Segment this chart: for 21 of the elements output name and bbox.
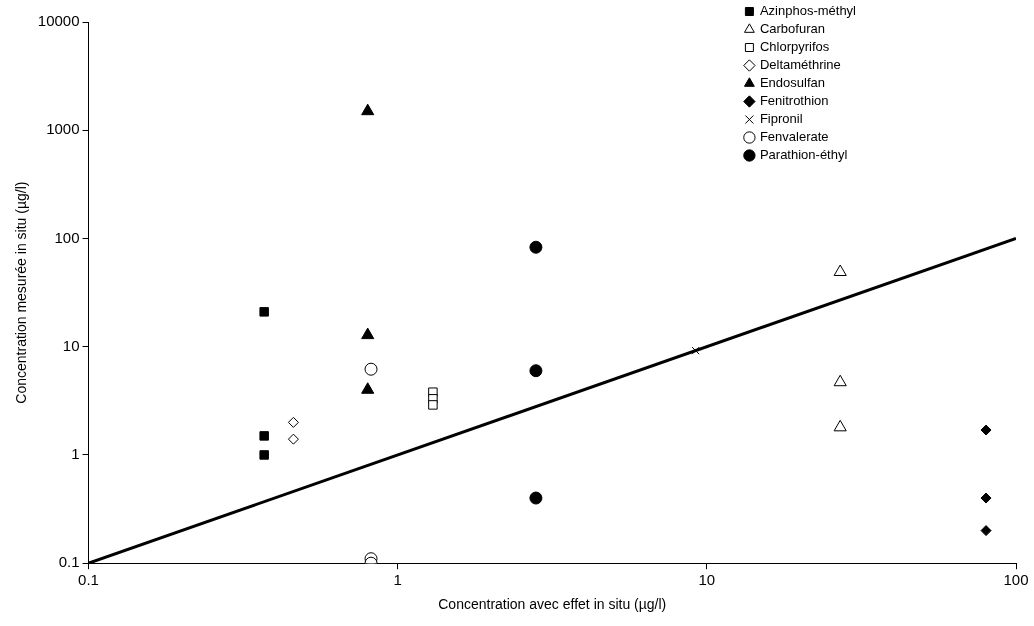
legend-label: Fenitrothion [759, 93, 829, 109]
y-tick-label: 10 [62, 336, 80, 354]
y-axis-title: Concentration mesurée in situ (µg/l) [13, 181, 30, 404]
legend-label: Fipronil [759, 111, 803, 127]
x-axis-title: Concentration avec effet in situ (µg/l) [438, 596, 667, 613]
legend-label: Carbofuran [759, 21, 825, 37]
legend-label: Deltaméthrine [759, 57, 841, 73]
x-tick-label: 100 [1003, 571, 1029, 589]
x-tick-label: 10 [698, 571, 716, 589]
legend-label: Fenvalerate [759, 129, 829, 145]
legend-label: Azinphos-méthyl [759, 3, 857, 19]
x-tick-label: 1 [393, 571, 402, 589]
legend-label: Endosulfan [759, 75, 825, 91]
y-tick-label: 1 [71, 445, 80, 463]
x-tick-label: 0.1 [78, 571, 99, 589]
legend-label: Parathion-éthyl [759, 147, 848, 163]
legend-label: Chlorpyrifos [759, 39, 830, 55]
y-tick-label: 100 [54, 228, 80, 246]
y-tick-label: 10000 [37, 12, 80, 30]
y-tick-label: 0.1 [58, 553, 80, 571]
y-tick-label: 1000 [46, 120, 80, 138]
